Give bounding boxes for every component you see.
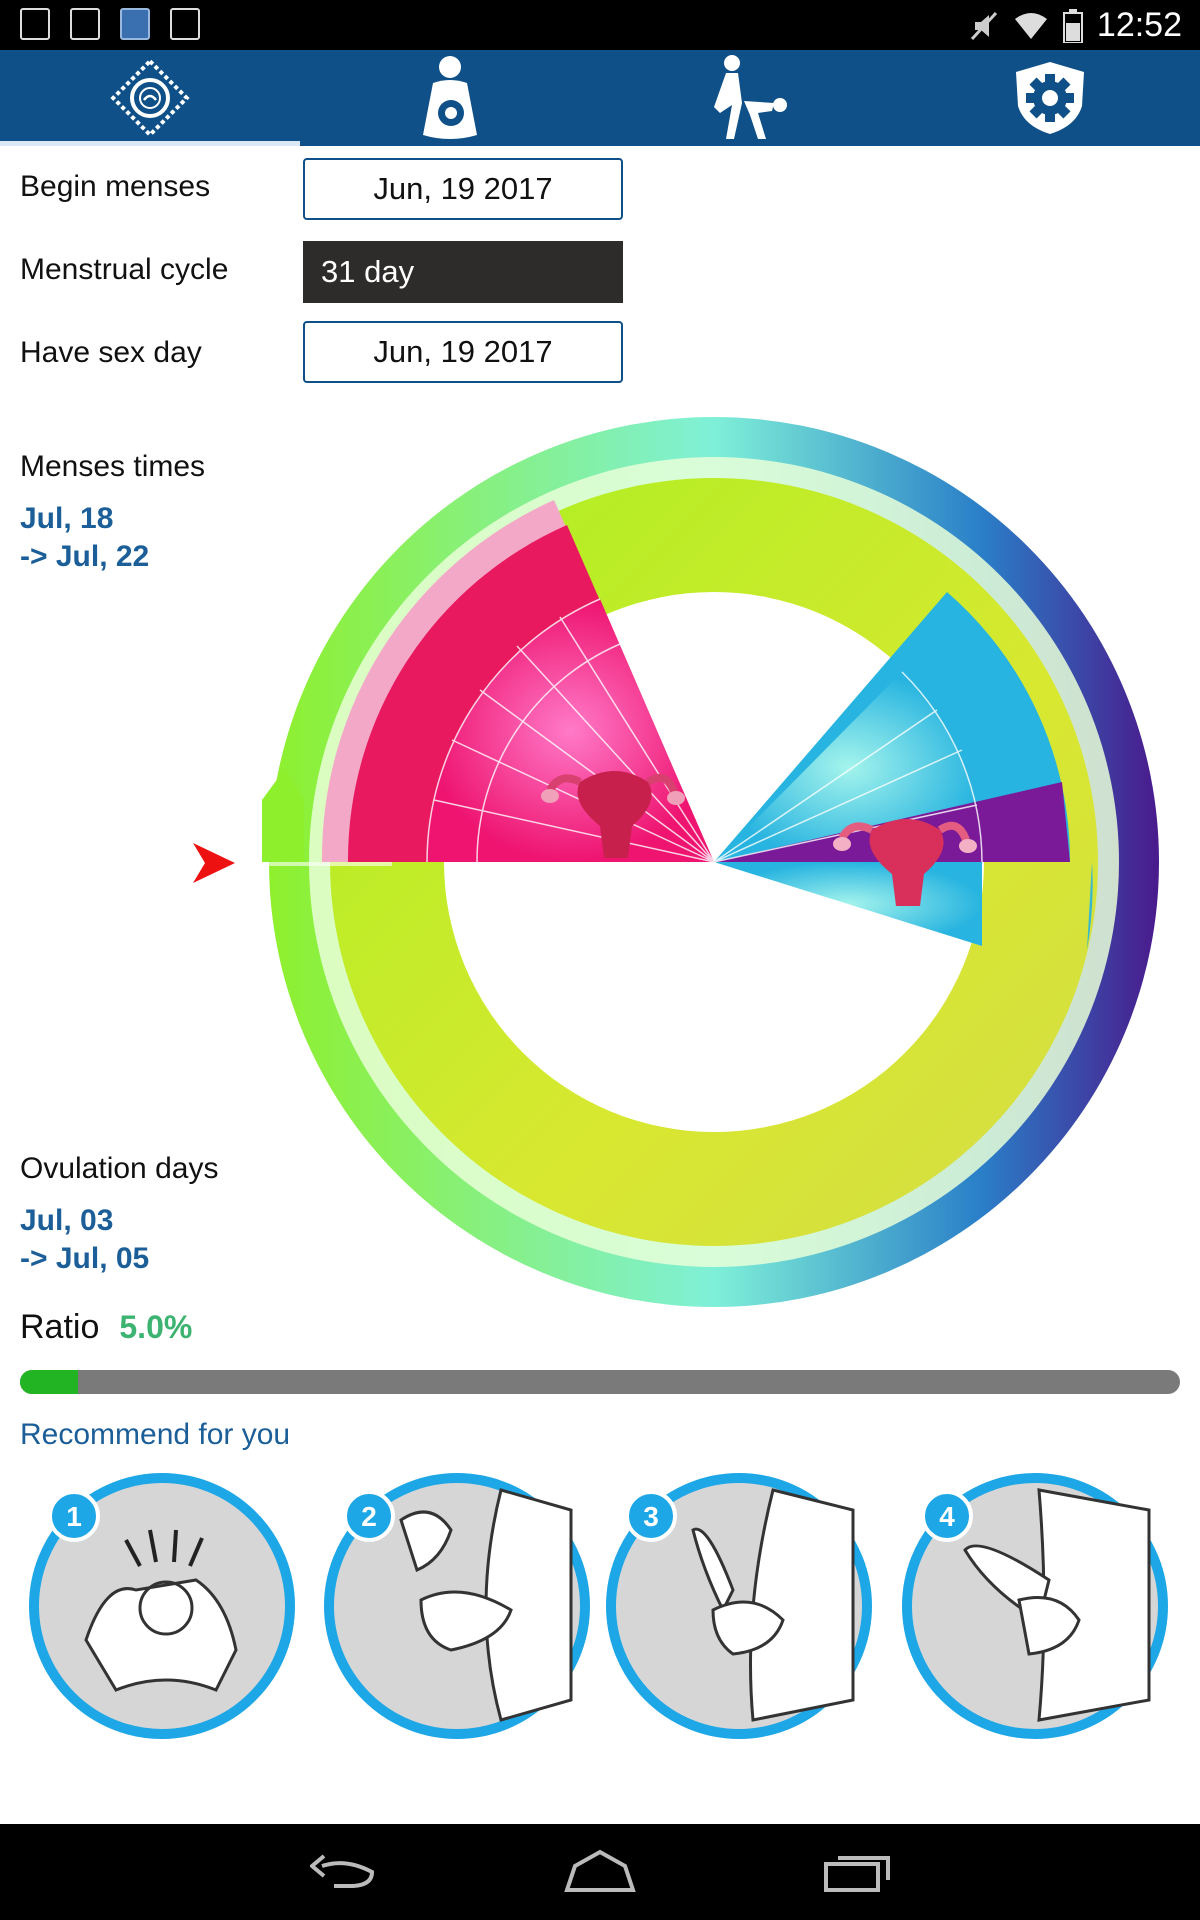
pointer-arrow-icon bbox=[193, 843, 235, 883]
menses-times-label: Menses times bbox=[20, 450, 206, 483]
ratio-label: Ratio bbox=[20, 1308, 100, 1346]
battery-icon bbox=[1062, 8, 1083, 43]
tab-pregnancy[interactable] bbox=[300, 50, 600, 146]
menstrual-cycle-field[interactable]: 31 day bbox=[303, 241, 623, 303]
gear-shield-icon bbox=[1016, 62, 1084, 134]
ratio-progress-fill bbox=[20, 1370, 78, 1394]
ratio-value: 5.0% bbox=[119, 1309, 193, 1345]
begin-menses-field[interactable]: Jun, 19 2017 bbox=[303, 158, 623, 220]
ovulation-end-date: -> Jul, 05 bbox=[20, 1242, 150, 1275]
ovulation-sector[interactable] bbox=[714, 672, 982, 862]
condom-step-3[interactable]: 3 bbox=[603, 1470, 875, 1742]
recent-apps-icon[interactable] bbox=[822, 1850, 892, 1892]
condom-step-4[interactable]: 4 bbox=[899, 1470, 1171, 1742]
menses-end-date: -> Jul, 22 bbox=[20, 540, 150, 573]
uterus-icon bbox=[541, 771, 685, 858]
ovulation-days-label: Ovulation days bbox=[20, 1152, 219, 1185]
begin-menses-label: Begin menses bbox=[20, 170, 211, 203]
tab-calendar[interactable] bbox=[0, 50, 300, 146]
step-number: 2 bbox=[361, 1501, 377, 1532]
download-notification-icon bbox=[20, 8, 50, 40]
condom-step-1[interactable]: 1 bbox=[26, 1470, 298, 1742]
have-sex-day-field[interactable]: Jun, 19 2017 bbox=[303, 321, 623, 383]
tab-settings[interactable] bbox=[900, 50, 1200, 146]
navigation-bar bbox=[0, 1824, 1200, 1920]
uterus-icon bbox=[833, 819, 977, 906]
app-notification-icon bbox=[120, 8, 150, 40]
ratio-row: Ratio 5.0% bbox=[20, 1308, 192, 1347]
status-bar: 12:52 bbox=[0, 0, 1200, 50]
step-number: 1 bbox=[66, 1501, 82, 1532]
back-icon[interactable] bbox=[310, 1852, 380, 1892]
pregnant-woman-icon bbox=[423, 56, 477, 139]
mute-icon bbox=[970, 11, 998, 40]
ovulation-start-date: Jul, 03 bbox=[20, 1204, 114, 1237]
ratio-progress-bar bbox=[20, 1370, 1180, 1394]
cycle-start-marker bbox=[262, 770, 304, 862]
menses-start-date: Jul, 18 bbox=[20, 502, 114, 535]
menstrual-cycle-label: Menstrual cycle bbox=[20, 253, 229, 286]
condom-step-2[interactable]: 2 bbox=[321, 1470, 593, 1742]
condom-diamond-icon bbox=[110, 58, 190, 138]
step-number: 3 bbox=[643, 1501, 659, 1532]
couple-icon bbox=[714, 55, 787, 139]
home-icon[interactable] bbox=[563, 1848, 637, 1894]
have-sex-day-label: Have sex day bbox=[20, 336, 202, 369]
tab-bar bbox=[0, 50, 1200, 146]
news-notification-icon bbox=[70, 8, 100, 40]
clock: 12:52 bbox=[1096, 6, 1182, 44]
step-number: 4 bbox=[939, 1501, 955, 1532]
recommend-title: Recommend for you bbox=[20, 1418, 291, 1451]
barcode-notification-icon bbox=[170, 8, 200, 40]
cycle-wheel[interactable] bbox=[262, 410, 1167, 1315]
wifi-icon bbox=[1014, 12, 1047, 39]
tab-positions[interactable] bbox=[600, 50, 900, 146]
